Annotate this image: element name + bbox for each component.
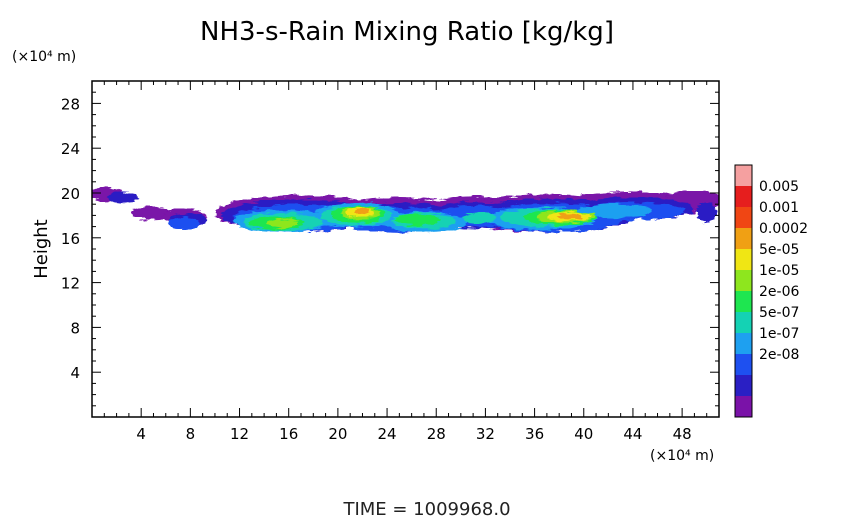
field-level-8-blob-1 [556,213,582,220]
y-tick-label: 4 [70,364,80,382]
colorbar-swatch [735,396,752,417]
colorbar-swatch [735,354,752,375]
x-tick-label: 4 [136,425,146,443]
colorbar-swatch [735,291,752,312]
field-level-4-blob-4 [462,212,497,224]
y-axis-label: Height [31,219,52,279]
x-tick-label: 8 [186,425,196,443]
field-level-1-blob-7 [696,201,717,223]
y-axis-ticks: 4 8 12 16 20 24 28 [61,91,719,407]
heatmap-field [92,187,719,233]
colorbar-swatch [735,375,752,396]
colorbar-label: 1e-07 [759,326,799,342]
x-tick-label: 36 [525,425,544,443]
colorbar-swatch [735,270,752,291]
x-tick-label: 20 [328,425,347,443]
colorbar-swatch [735,165,752,186]
y-tick-label: 12 [61,275,80,293]
x-tick-label: 16 [279,425,298,443]
x-tick-label: 24 [378,425,397,443]
x-tick-label: 28 [427,425,446,443]
colorbar: 0.005 0.001 0.0002 5e-05 1e-05 2e-06 5e-07 1e-0… [734,164,808,418]
plot-frame [91,80,720,418]
colorbar-swatch [735,228,752,249]
colorbar-label: 0.001 [759,200,799,216]
x-axis-ticks: 4 8 12 16 20 24 28 32 36 40 44 48 [103,81,708,443]
colorbar-label: 2e-06 [759,284,799,300]
y-tick-label: 16 [61,230,80,248]
field-level-3-blob-4 [577,204,652,218]
y-tick-label: 8 [70,319,80,337]
y-tick-label: 24 [61,140,80,158]
field-level-1-blob-0 [107,191,138,204]
x-tick-label: 44 [623,425,642,443]
colorbar-label: 1e-05 [759,263,799,279]
colorbar-label: 2e-08 [759,347,799,363]
x-tick-label: 48 [673,425,692,443]
field-level-0-blob-1 [131,206,171,220]
colorbar-swatch [735,186,752,207]
time-label: TIME = 1009968.0 [342,499,510,519]
field-level-6-blob-0 [266,218,299,228]
colorbar-swatch [735,249,752,270]
colorbar-label: 5e-05 [759,242,799,258]
colorbar-frame [734,164,753,418]
y-unit-label: (×10⁴ m) [12,49,76,65]
field-level-2-blob-0 [169,216,199,230]
x-tick-label: 40 [574,425,593,443]
y-tick-label: 28 [61,95,80,113]
colorbar-swatch [735,312,752,333]
colorbar-swatch [735,207,752,228]
x-tick-label: 12 [230,425,249,443]
colorbar-swatch [735,333,752,354]
field-level-8-blob-0 [355,208,370,214]
colorbar-label: 5e-07 [759,305,799,321]
field-level-5-blob-2 [395,214,440,226]
x-tick-label: 32 [476,425,495,443]
colorbar-label: 0.005 [759,179,799,195]
colorbar-label: 0.0002 [759,221,808,237]
y-tick-label: 20 [61,185,80,203]
chart-title: NH3-s-Rain Mixing Ratio [kg/kg] [200,17,614,47]
x-unit-label: (×10⁴ m) [650,448,714,464]
